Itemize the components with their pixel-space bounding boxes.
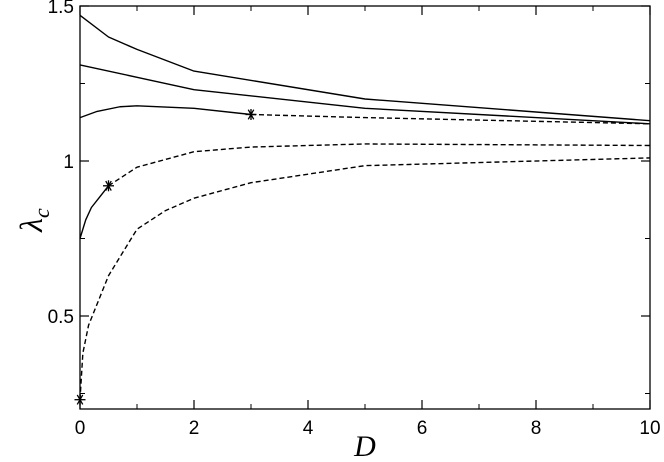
series-line-3-solid — [79, 105, 252, 119]
x-axis-label: D — [353, 430, 376, 462]
series-line-4-dashed — [250, 113, 651, 125]
y-axis-label-subscript: c — [29, 208, 54, 218]
y-axis-label: λc — [13, 208, 54, 233]
asterisk-marker-2 — [103, 180, 114, 192]
y-tick-label: 1.5 — [48, 0, 74, 18]
x-tick-label: 6 — [417, 418, 428, 439]
axis-ticks — [79, 5, 651, 409]
x-tick-label: 2 — [189, 418, 200, 439]
y-tick-label: 1 — [63, 152, 74, 173]
x-tick-label: 10 — [639, 418, 660, 439]
series-line-7-dashed — [79, 157, 651, 400]
axis-tick-labels: 0 2 4 6 8 10 0.5 1 1.5 — [48, 0, 661, 439]
y-axis-label-main: λ — [13, 218, 49, 233]
asterisk-marker-3 — [74, 394, 86, 406]
series-line-1-solid — [79, 14, 651, 122]
y-tick-label: 0.5 — [48, 307, 74, 328]
series-line-5-solid — [79, 185, 110, 239]
series-layer — [79, 14, 651, 400]
x-tick-label: 0 — [75, 418, 86, 439]
plot-frame — [79, 5, 651, 410]
series-line-2-solid — [79, 64, 651, 125]
x-tick-label: 4 — [303, 418, 314, 439]
series-line-6-dashed — [108, 143, 651, 187]
asterisk-marker-1 — [245, 109, 257, 120]
marker-layer — [74, 109, 257, 406]
x-tick-label: 8 — [531, 418, 542, 439]
